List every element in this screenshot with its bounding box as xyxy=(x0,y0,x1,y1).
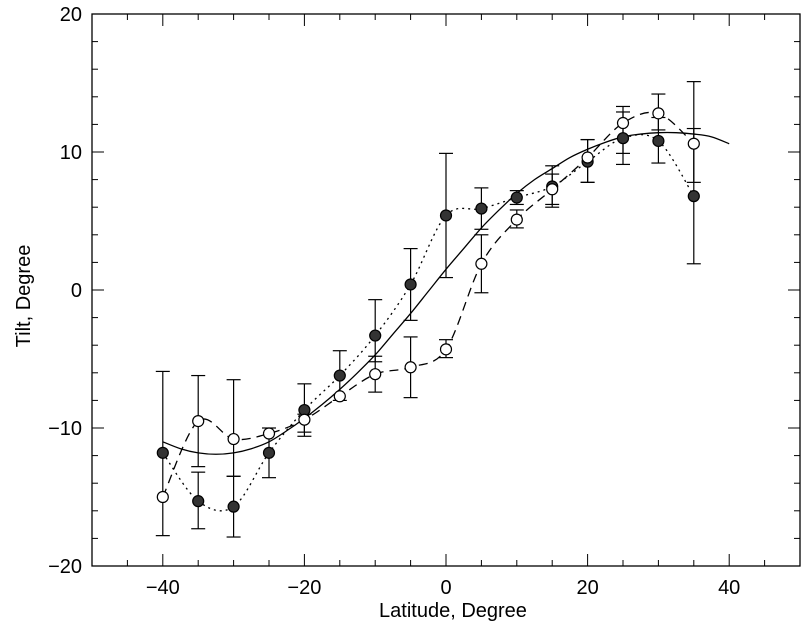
open-data-point xyxy=(192,415,205,428)
open-data-point xyxy=(404,361,417,374)
filled-data-point xyxy=(687,190,700,203)
open-data-point xyxy=(298,413,311,426)
x-tick-label: 40 xyxy=(718,577,740,599)
open-data-point xyxy=(510,213,523,226)
filled-data-point xyxy=(475,202,488,215)
open-data-point xyxy=(616,116,630,130)
series-line-2 xyxy=(162,111,695,498)
open-data-point xyxy=(439,343,453,356)
axis-ticks xyxy=(91,13,801,567)
y-tick-label: 20 xyxy=(60,4,82,26)
open-data-point xyxy=(156,490,169,504)
filled-data-point xyxy=(262,446,276,459)
filled-data-point xyxy=(192,495,205,508)
open-data-point xyxy=(687,137,700,150)
y-tick-label: −10 xyxy=(48,418,82,440)
open-data-point xyxy=(333,390,346,403)
filled-data-point xyxy=(227,500,240,513)
tick-labels: −40 −20 0 20 40 −20 −10 0 10 20 xyxy=(48,4,740,599)
open-data-point xyxy=(227,432,240,446)
open-data-point xyxy=(652,107,665,120)
x-tick-label: 20 xyxy=(576,577,598,599)
filled-data-point xyxy=(510,191,523,204)
data-points xyxy=(156,107,700,513)
y-tick-label: −20 xyxy=(48,556,82,578)
y-tick-label: 10 xyxy=(60,142,82,164)
open-data-point xyxy=(475,257,488,270)
y-axis-label: Tilt, Degree xyxy=(13,245,35,348)
filled-data-point xyxy=(404,278,417,291)
open-data-point xyxy=(262,427,276,440)
filled-data-point xyxy=(652,134,665,148)
x-tick-label: −20 xyxy=(287,577,321,599)
y-tick-label: 0 xyxy=(71,280,82,302)
filled-data-point xyxy=(156,446,169,459)
series-line-1 xyxy=(162,134,695,512)
x-axis-label: Latitude, Degree xyxy=(379,600,527,622)
x-tick-label: 0 xyxy=(440,577,451,599)
open-data-point xyxy=(581,151,594,164)
x-tick-label: −40 xyxy=(146,577,180,599)
filled-data-point xyxy=(439,209,453,222)
filled-data-point xyxy=(616,132,630,145)
open-data-point xyxy=(369,368,382,381)
open-data-point xyxy=(546,183,559,196)
error-bars xyxy=(155,81,701,538)
filled-data-point xyxy=(369,329,382,342)
filled-data-point xyxy=(333,369,346,382)
